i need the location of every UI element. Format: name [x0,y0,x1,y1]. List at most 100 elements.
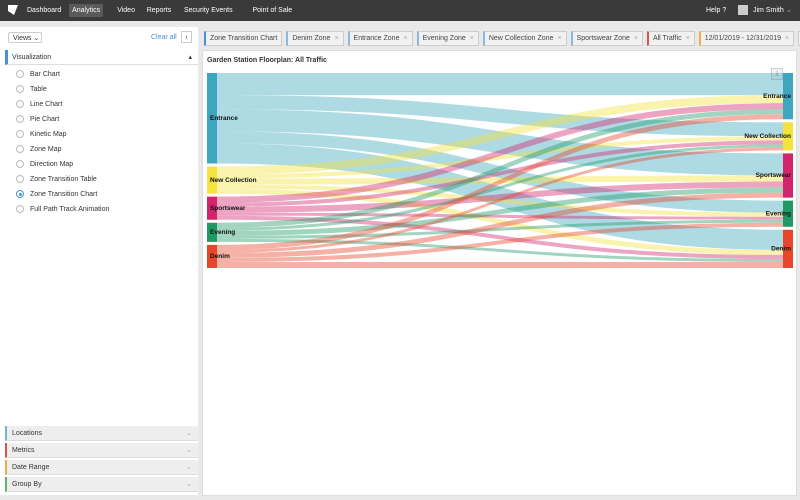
option-label: Line Chart [30,101,63,108]
filter-chip[interactable]: All Traffic × [646,31,695,46]
top-bar: Dashboard Analytics Video Reports Security E… [0,0,800,21]
flow [217,222,783,262]
collapsed-panel[interactable]: Metrics ⌄ [5,443,198,458]
radio-option[interactable]: Direction Map [16,159,73,171]
source-node [207,166,217,194]
nav-item[interactable]: Security Events [184,7,233,14]
filter-chip[interactable]: Sportswear Zone × [570,31,643,46]
nav-item[interactable]: Reports [146,7,172,14]
collapsed-panel[interactable]: Locations ⌄ [5,426,198,441]
radio-option[interactable]: Bar Chart [16,69,60,81]
nav-item[interactable]: Video [117,7,135,14]
filter-bar: Zone Transition Chart Denim Zone × Entrance… [204,31,800,46]
flow [217,175,783,185]
panel-caret: ⌄ [186,430,192,437]
section-title: Visualization [12,54,52,61]
target-label: Sportswear [756,172,792,179]
option-label: Kinetic Map [30,131,67,138]
section-header[interactable]: Visualization ▴ [5,50,198,65]
radio-option[interactable]: Zone Transition Table [16,174,97,186]
flow [217,109,783,176]
flow [217,188,783,255]
avatar[interactable] [738,5,748,15]
filter-chip[interactable]: New Collection Zone × [482,31,567,46]
flow [217,192,783,258]
flow [217,212,783,220]
flow [217,238,783,262]
filter-label: Evening Zone [422,35,466,42]
radio-option[interactable]: Line Chart [16,99,62,111]
target-label: Evening [766,210,791,217]
radio-button[interactable] [16,190,24,199]
radio-button[interactable] [16,130,24,139]
filter-chip[interactable]: Entrance Zone × [347,31,413,46]
radio-button[interactable] [16,70,24,79]
nav-item[interactable]: Analytics [69,4,104,17]
remove-icon[interactable]: × [469,35,474,42]
filter-label: Entrance Zone [353,35,400,42]
user[interactable]: Jim Smith [753,7,784,14]
collapse-button[interactable]: ‹ [181,31,192,43]
user-caret[interactable]: ⌄ [786,7,792,14]
logo[interactable] [8,5,18,15]
radio-button[interactable] [16,115,24,124]
collapsed-panel[interactable]: Date Range ⌄ [5,460,198,475]
target-node [783,122,793,151]
filter-chip[interactable]: Zone Transition Chart [204,31,283,46]
remove-icon[interactable]: × [633,35,638,42]
flow [217,95,783,175]
filter-chip[interactable]: Denim Zone × [286,31,344,46]
target-node [783,200,793,227]
target-label: New Collection [744,133,791,140]
target-label: Entrance [763,93,791,100]
radio-option[interactable]: Kinetic Map [16,129,67,141]
radio-button[interactable] [16,85,24,94]
radio-option[interactable]: Pie Chart [16,114,59,126]
remove-icon[interactable]: × [685,35,690,42]
radio-option[interactable]: Zone Transition Chart [16,189,97,201]
radio-option[interactable]: Table [16,84,47,96]
nav-item[interactable]: Point of Sale [252,7,293,14]
filter-label: All Traffic [652,35,682,42]
source-label: Sportswear [210,205,246,212]
sankey-chart: Entrance Entrance New Collection New Collec… [207,73,793,268]
radio-option[interactable]: Zone Map [16,144,62,156]
filter-chip[interactable]: 12/01/2019 - 12/31/2019 × [698,31,795,46]
source-label: New Collection [210,177,257,184]
download-button[interactable]: ⤓ [771,68,783,80]
panel-caret: ⌄ [186,447,192,454]
radio-button[interactable] [16,160,24,169]
clear-all[interactable]: Clear all [151,34,177,41]
source-label: Denim [210,253,230,260]
filter-chip[interactable]: Show all... [798,31,800,46]
views-label: Views [13,35,32,42]
flow [217,114,783,250]
flow [217,73,783,96]
remove-icon[interactable]: × [334,35,339,42]
nav-item[interactable]: Dashboard [27,7,62,14]
source-node [207,196,217,220]
option-label: Bar Chart [30,71,60,78]
remove-icon[interactable]: × [785,35,790,42]
source-node [207,244,217,268]
target-label: Denim [771,246,791,253]
remove-icon[interactable]: × [403,35,408,42]
panel-label: Group By [12,481,42,488]
chart-title: Garden Station Floorplan: All Traffic [207,57,327,64]
help[interactable]: Help ? [706,7,727,14]
source-node [207,222,217,242]
radio-button[interactable] [16,100,24,109]
flow [217,103,783,203]
filter-chip[interactable]: Evening Zone × [416,31,479,46]
radio-button[interactable] [16,175,24,184]
radio-option[interactable]: Full Path Track Animation [16,204,109,216]
remove-icon[interactable]: × [557,35,562,42]
radio-button[interactable] [16,145,24,154]
filter-label: Sportswear Zone [576,35,630,42]
collapsed-panel[interactable]: Group By ⌄ [5,477,198,492]
flow [217,215,783,259]
option-label: Zone Map [30,146,62,153]
radio-button[interactable] [16,205,24,214]
views-select[interactable]: Views ⌄ [8,32,42,43]
